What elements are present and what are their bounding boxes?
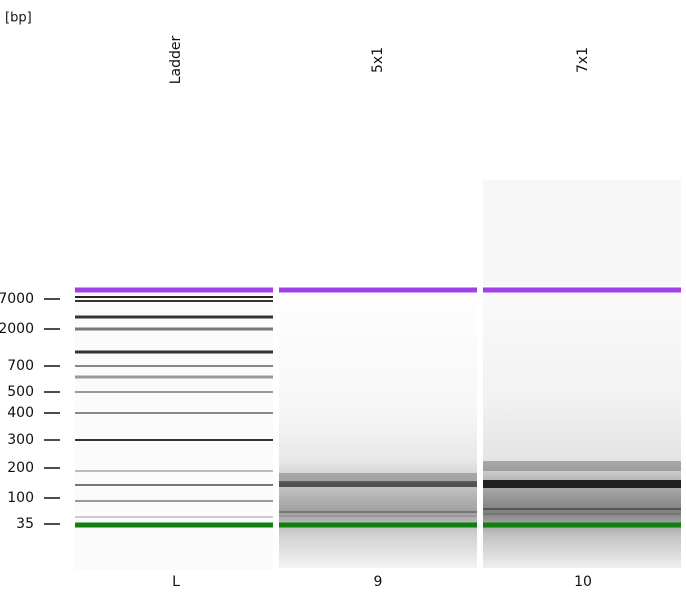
- lane-number: L: [172, 574, 180, 590]
- axis-unit: [bp]: [5, 11, 32, 26]
- gel-band: [279, 481, 477, 487]
- size-marker-label: 300: [7, 432, 34, 448]
- gel-band: [279, 287, 477, 293]
- gel-band: [75, 516, 273, 518]
- gel-band: [483, 513, 681, 515]
- gel-band: [75, 439, 273, 441]
- lane-name: 5x1: [370, 47, 386, 73]
- size-marker-label: 400: [7, 405, 34, 421]
- gel-band: [279, 522, 477, 528]
- gel-band: [75, 300, 273, 302]
- gel-band: [75, 327, 273, 331]
- gel-band: [279, 511, 477, 513]
- gel-band: [75, 375, 273, 379]
- lane-background: [279, 285, 477, 568]
- size-marker-label: 200: [7, 460, 34, 476]
- gel-band: [75, 500, 273, 502]
- gel-band: [75, 287, 273, 293]
- size-marker-label: 2000: [0, 321, 34, 337]
- size-marker-label: 35: [16, 516, 34, 532]
- gel-band: [483, 522, 681, 528]
- lane-number: 9: [374, 574, 383, 590]
- size-marker-label: 7000: [0, 291, 34, 307]
- gel-band: [279, 515, 477, 517]
- gel-band: [75, 296, 273, 298]
- size-marker-label: 100: [7, 490, 34, 506]
- size-marker-label: 700: [7, 358, 34, 374]
- gel-band: [483, 287, 681, 293]
- gel-band: [75, 350, 273, 354]
- lane-number: 10: [574, 574, 592, 590]
- gel-band: [483, 461, 681, 471]
- gel-band: [483, 508, 681, 510]
- gel-band: [75, 315, 273, 319]
- gel-band: [75, 365, 273, 367]
- gel-band: [75, 484, 273, 486]
- lane-name: Ladder: [168, 36, 184, 85]
- size-marker-label: 500: [7, 384, 34, 400]
- lane-background: [483, 285, 681, 568]
- lane-name: 7x1: [575, 47, 591, 73]
- lane-background: [483, 180, 681, 285]
- gel-band: [483, 480, 681, 488]
- gel-band: [75, 522, 273, 528]
- gel-band: [75, 391, 273, 393]
- gel-band: [279, 473, 477, 483]
- gel-band: [75, 470, 273, 472]
- gel-band: [75, 412, 273, 414]
- gel: [75, 180, 681, 570]
